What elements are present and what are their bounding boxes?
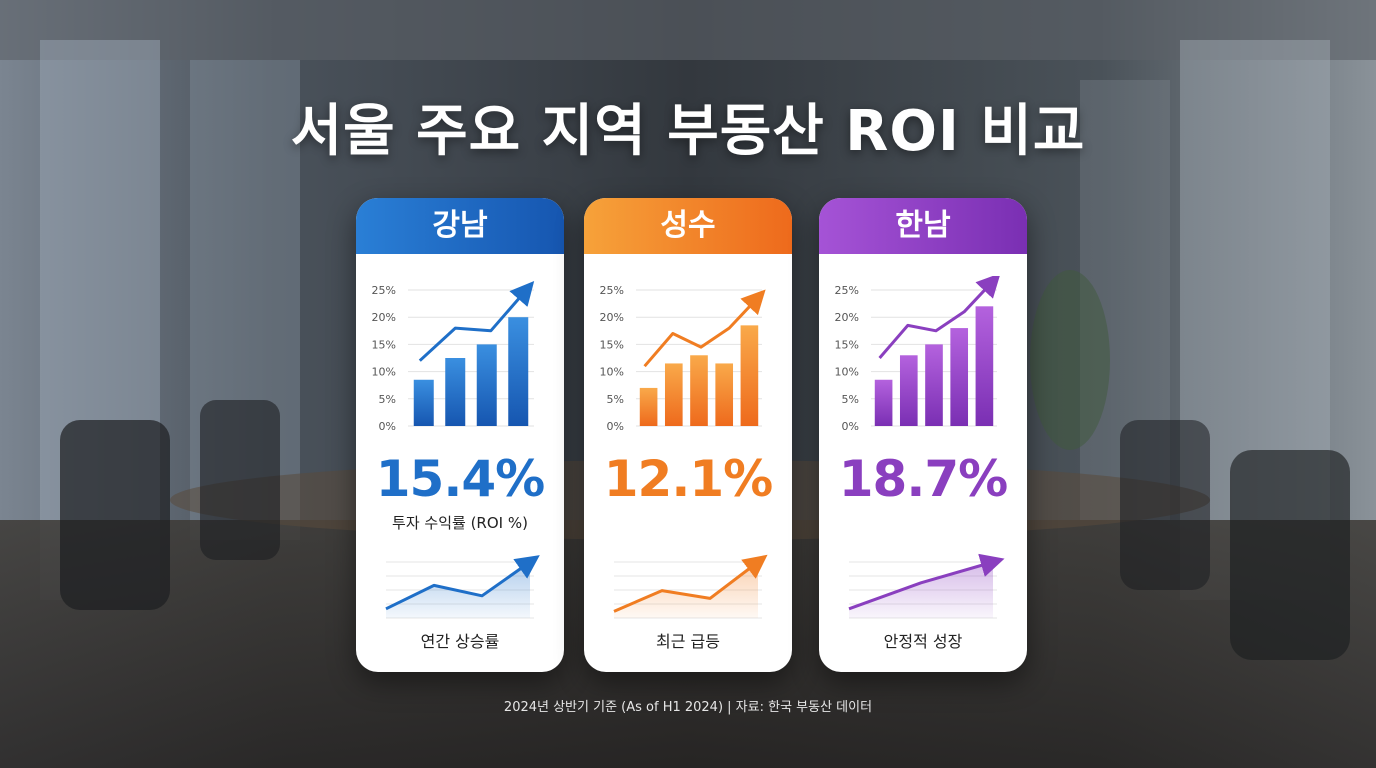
- trend-area: [849, 562, 993, 618]
- region-card-3: 한남 25% 20% 15% 10% 5% 0% 18.7% 안정적 성장: [819, 198, 1027, 672]
- y-tick-label: 15%: [600, 338, 624, 351]
- trend-line: [385, 555, 540, 611]
- roi-bar-chart: 25% 20% 15% 10% 5% 0%: [835, 276, 1001, 433]
- trend-mini-chart: [848, 553, 1005, 619]
- bar: [413, 379, 434, 426]
- trend-area: [386, 562, 530, 618]
- trend-arrow: [418, 280, 535, 362]
- y-tick-label: 10%: [372, 366, 396, 379]
- region-name: 강남: [356, 198, 564, 254]
- bar: [874, 379, 893, 426]
- roi-value: 18.7%: [838, 450, 1008, 508]
- region-card-1: 강남 25% 20% 15% 10% 5% 0% 15.4% 투자 수익률 (ROI %) 연간 …: [356, 198, 564, 672]
- bar: [508, 317, 529, 426]
- bar: [664, 363, 683, 426]
- y-tick-label: 5%: [842, 393, 859, 406]
- trend-mini-chart: [385, 555, 540, 619]
- y-tick-label: 10%: [600, 366, 624, 379]
- y-tick-label: 25%: [372, 284, 396, 297]
- trend-arrow: [878, 276, 1001, 359]
- trend-area: [614, 562, 758, 618]
- trend-arrow: [643, 289, 766, 368]
- y-tick-label: 5%: [607, 393, 624, 406]
- bar: [740, 325, 759, 426]
- y-tick-label: 25%: [835, 284, 859, 297]
- bar: [690, 355, 708, 426]
- source-footer: 2024년 상반기 기준 (As of H1 2024) | 자료: 한국 부동…: [503, 700, 873, 715]
- bar: [715, 363, 734, 426]
- y-tick-label: 10%: [835, 366, 859, 379]
- bar: [950, 328, 969, 426]
- roi-value: 12.1%: [603, 450, 773, 508]
- y-tick-label: 25%: [600, 284, 624, 297]
- roi-bar-chart: 25% 20% 15% 10% 5% 0%: [372, 280, 535, 433]
- trend-label: 안정적 성장: [883, 632, 963, 651]
- roi-bar-chart: 25% 20% 15% 10% 5% 0%: [600, 284, 766, 433]
- bar: [445, 358, 466, 426]
- y-tick-label: 15%: [835, 338, 859, 351]
- trend-mini-chart: [613, 554, 768, 619]
- bar: [925, 344, 943, 426]
- y-tick-label: 20%: [835, 311, 859, 324]
- bar: [639, 387, 658, 426]
- trend-line: [613, 554, 768, 613]
- bar: [899, 355, 918, 426]
- y-tick-label: 0%: [379, 420, 396, 433]
- region-card-2: 성수 25% 20% 15% 10% 5% 0% 12.1% 최근 급등: [584, 198, 792, 672]
- trend-label: 최근 급등: [656, 632, 720, 651]
- bar: [476, 344, 497, 426]
- trend-label: 연간 상승률: [420, 632, 500, 651]
- page-title: 서울 주요 지역 부동산 ROI 비교: [290, 99, 1086, 164]
- y-tick-label: 5%: [379, 393, 396, 406]
- y-tick-label: 0%: [607, 420, 624, 433]
- y-tick-label: 20%: [600, 311, 624, 324]
- bar: [975, 306, 994, 426]
- y-tick-label: 20%: [372, 311, 396, 324]
- trend-line: [848, 553, 1005, 611]
- y-tick-label: 15%: [372, 338, 396, 351]
- region-name: 성수: [584, 198, 792, 254]
- roi-value: 15.4%: [375, 450, 545, 508]
- region-name: 한남: [819, 198, 1027, 254]
- roi-label: 투자 수익률 (ROI %): [392, 514, 528, 532]
- y-tick-label: 0%: [842, 420, 859, 433]
